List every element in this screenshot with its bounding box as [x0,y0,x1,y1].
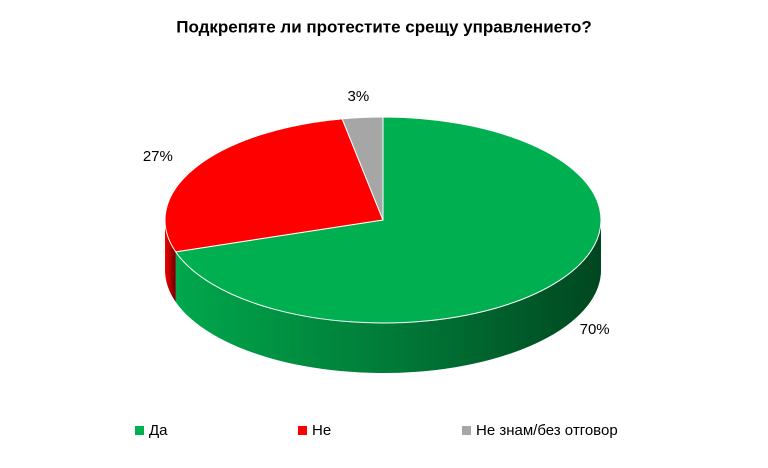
legend-swatch [298,426,307,435]
data-label: 70% [580,321,610,338]
data-label: 27% [143,148,173,165]
slice-side-shade [165,220,176,302]
legend-swatch [135,426,144,435]
legend-label: Не знам/без отговор [476,422,618,439]
slice-side-shade [175,220,602,374]
slice [341,116,384,221]
data-label: 3% [348,88,370,105]
legend-swatch [462,426,471,435]
legend-label: Да [149,422,168,439]
slice [174,116,602,324]
chart-title: Подкрепяте ли протестите срещу управлени… [176,17,592,36]
legend-label: Не [312,422,331,439]
slice [164,118,384,253]
